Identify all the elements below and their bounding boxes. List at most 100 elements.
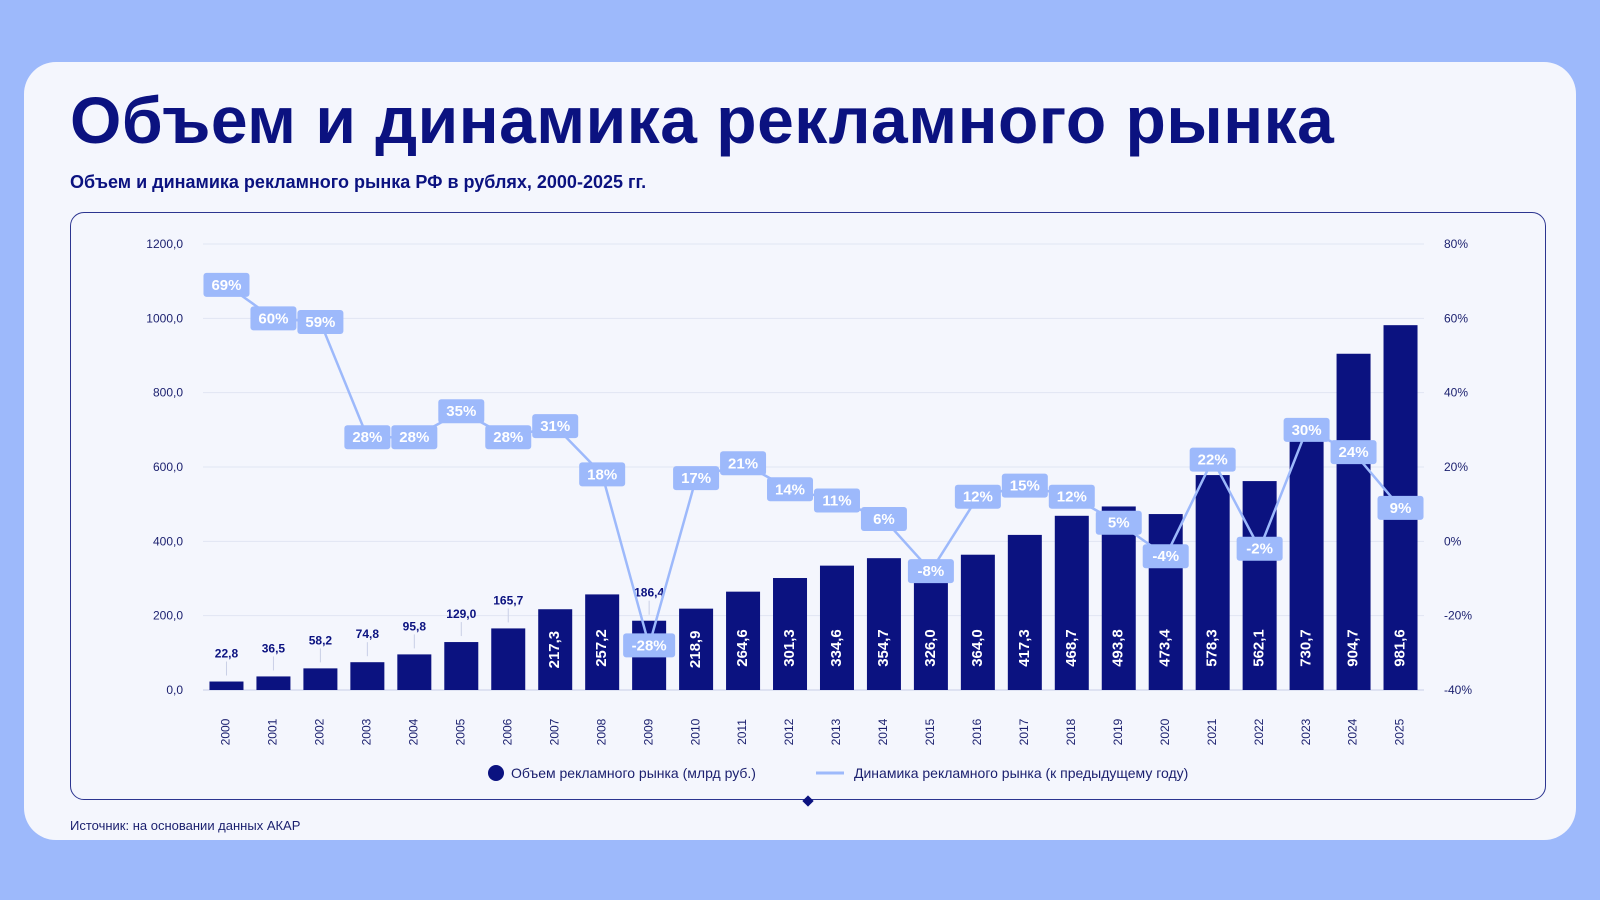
growth-value-label: 30% [1292, 422, 1322, 439]
bar [350, 662, 385, 690]
bar [1007, 534, 1042, 690]
x-tick-label: 2025 [1393, 718, 1407, 745]
growth-value-label: -2% [1246, 541, 1273, 558]
x-tick-label: 2019 [1111, 718, 1125, 745]
growth-value-label: 12% [963, 489, 993, 506]
bar [1054, 515, 1089, 690]
x-tick-label: 2012 [782, 718, 796, 745]
bar [1148, 514, 1183, 690]
bar-value-label: 36,5 [262, 641, 286, 655]
x-tick-label: 2000 [219, 718, 233, 745]
growth-value-label: 24% [1339, 444, 1369, 461]
bar [679, 608, 714, 690]
bar [538, 609, 573, 690]
bar-value-label: 129,0 [446, 607, 476, 621]
growth-value-label: 31% [540, 418, 570, 435]
bar-value-label: 58,2 [309, 633, 333, 647]
bar [1289, 418, 1324, 690]
x-tick-label: 2005 [453, 718, 467, 745]
growth-label-box [344, 425, 391, 450]
growth-label-box [1142, 544, 1189, 569]
x-tick-label: 2017 [1017, 718, 1031, 745]
y-right-tick-label: 80% [1444, 237, 1468, 251]
bar [1336, 353, 1371, 690]
bar-value-label: 264,6 [734, 629, 751, 667]
y-left-tick-label: 1000,0 [146, 311, 183, 325]
x-tick-label: 2018 [1064, 718, 1078, 745]
bar-value-label: 95,8 [403, 619, 427, 633]
growth-label-box [1236, 536, 1283, 561]
bar-value-label: 981,6 [1391, 629, 1408, 667]
growth-label-box [1001, 473, 1048, 498]
growth-label-box [250, 306, 297, 331]
growth-label-box [720, 451, 767, 476]
bar-value-label: 468,7 [1063, 629, 1080, 667]
growth-value-label: 12% [1057, 489, 1087, 506]
growth-label-box [1377, 495, 1424, 520]
growth-value-label: 28% [493, 429, 523, 446]
growth-label-box [1283, 417, 1330, 442]
growth-value-label: 28% [399, 429, 429, 446]
growth-value-label: -4% [1152, 548, 1179, 565]
growth-label-box [203, 272, 250, 297]
growth-label-box [391, 425, 438, 450]
growth-value-label: 21% [728, 455, 758, 472]
bar [773, 578, 808, 690]
x-tick-label: 2014 [876, 718, 890, 745]
growth-value-label: -28% [632, 637, 667, 654]
growth-value-label: 22% [1198, 452, 1228, 469]
growth-label-box [673, 466, 720, 491]
bar [209, 681, 244, 690]
x-tick-label: 2002 [313, 718, 327, 745]
x-tick-label: 2006 [500, 718, 514, 745]
bar-value-label: 257,2 [593, 629, 610, 667]
growth-value-label: 60% [258, 310, 288, 327]
growth-value-label: 17% [681, 470, 711, 487]
growth-label-box [813, 488, 860, 513]
bar-value-label: 473,4 [1157, 629, 1174, 667]
growth-value-label: 69% [211, 277, 241, 294]
bar [1242, 481, 1277, 690]
bar-value-label: 364,0 [969, 629, 986, 667]
y-right-tick-label: -40% [1444, 683, 1472, 697]
growth-label-box [623, 633, 676, 658]
x-tick-label: 2011 [735, 719, 749, 745]
x-tick-label: 2020 [1158, 718, 1172, 745]
growth-value-label: 59% [305, 314, 335, 331]
x-tick-label: 2010 [688, 718, 702, 745]
growth-value-label: -8% [918, 563, 945, 580]
growth-label-box [954, 484, 1001, 509]
bar [585, 594, 620, 690]
y-right-tick-label: 60% [1444, 311, 1468, 325]
x-tick-label: 2013 [829, 718, 843, 745]
x-tick-label: 2009 [641, 718, 655, 745]
x-tick-label: 2024 [1346, 718, 1360, 745]
bar-value-label: 301,3 [781, 629, 798, 667]
growth-label-box [1189, 447, 1236, 472]
bar-value-label: 578,3 [1204, 629, 1221, 667]
page-title: Объем и динамика рекламного рынка [70, 83, 1335, 157]
bar [866, 558, 901, 690]
y-right-tick-label: 40% [1444, 386, 1468, 400]
x-tick-label: 2008 [594, 718, 608, 745]
bar-value-label: 217,3 [546, 631, 563, 669]
growth-label-box [1330, 440, 1377, 465]
growth-value-label: 6% [873, 511, 895, 528]
growth-label-box [532, 414, 579, 439]
growth-label-box [438, 399, 485, 424]
growth-value-label: 5% [1108, 515, 1130, 532]
bar [256, 676, 291, 690]
x-tick-label: 2003 [360, 718, 374, 745]
growth-value-label: 35% [446, 403, 476, 420]
bar-value-label: 22,8 [215, 647, 239, 661]
y-left-tick-label: 800,0 [153, 386, 183, 400]
bar [1101, 506, 1136, 690]
x-tick-label: 2022 [1252, 718, 1266, 745]
x-tick-label: 2001 [266, 718, 280, 745]
bar-value-label: 493,8 [1110, 629, 1127, 667]
growth-label-box [860, 507, 907, 532]
growth-label-box [579, 462, 626, 487]
x-tick-label: 2004 [406, 718, 420, 745]
y-left-tick-label: 200,0 [153, 609, 183, 623]
